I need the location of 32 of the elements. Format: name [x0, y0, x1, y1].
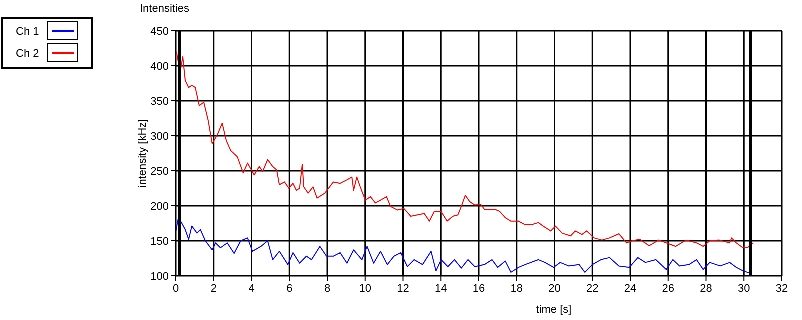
line-series	[176, 217, 750, 274]
x-tick-label: 8	[324, 283, 331, 295]
y-tick-label: 450	[150, 26, 169, 38]
x-tick-label: 24	[624, 283, 637, 295]
x-tick-label: 28	[700, 283, 712, 295]
x-tick-label: 32	[776, 283, 788, 295]
y-axis-title: intensity [kHz]	[137, 119, 149, 188]
y-tick-label: 150	[150, 236, 169, 248]
x-tick-label: 30	[738, 283, 750, 295]
y-tick-label: 100	[150, 271, 169, 283]
y-tick-label: 300	[150, 131, 169, 143]
x-tick-label: 20	[548, 283, 561, 295]
y-tick-label: 200	[150, 201, 169, 213]
x-tick-label: 2	[210, 283, 217, 295]
x-tick-label: 10	[359, 283, 372, 295]
y-tick-label: 250	[150, 166, 169, 178]
x-tick-label: 16	[472, 283, 486, 295]
x-tick-label: 0	[172, 283, 180, 295]
legend-label: Ch 2	[16, 48, 40, 60]
chart-title: Intensities	[140, 3, 190, 15]
x-tick-label: 14	[435, 283, 448, 295]
y-tick-label: 350	[150, 96, 169, 108]
x-axis-title: time [s]	[536, 304, 572, 316]
legend-label: Ch 1	[16, 26, 40, 38]
x-tick-label: 4	[248, 283, 255, 295]
x-tick-label: 26	[662, 283, 674, 295]
x-tick-label: 6	[286, 283, 293, 295]
x-tick-label: 12	[397, 283, 410, 295]
y-tick-label: 400	[150, 61, 169, 73]
x-tick-label: 18	[510, 283, 523, 295]
x-tick-label: 22	[586, 283, 599, 295]
line-series	[176, 50, 754, 248]
